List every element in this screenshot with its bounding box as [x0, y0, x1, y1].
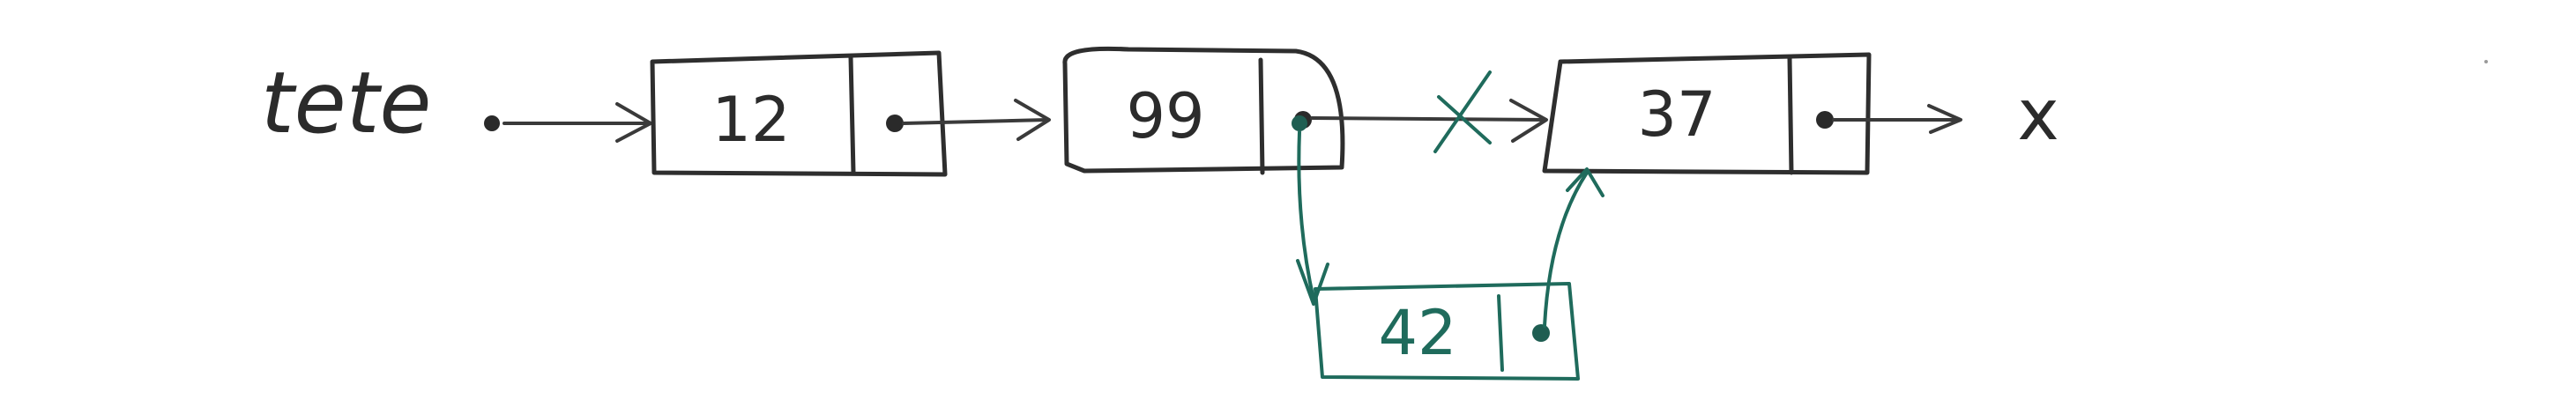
node-value: 12 [711, 84, 790, 156]
node-value: 37 [1637, 78, 1716, 151]
pointer-37-to-null [1832, 104, 1962, 134]
pointer-99-to-42 [1292, 115, 1329, 306]
list-node-99: 99 [1062, 46, 1345, 175]
list-node-42: 42 [1314, 282, 1580, 381]
list-node-12: 12 [650, 50, 948, 177]
pointer-99-to-37-old [1310, 99, 1548, 143]
paper-speck [2484, 60, 2488, 63]
pointer-42-to-37 [1543, 167, 1604, 328]
node-value: 99 [1126, 80, 1204, 152]
node-value: 42 [1378, 297, 1456, 369]
head-pointer [484, 102, 652, 143]
head-label: tete [261, 54, 431, 152]
null-marker: x [2017, 74, 2059, 156]
list-node-37: 37 [1542, 52, 1872, 175]
cross-out-mark [1433, 70, 1492, 153]
pointer-12-to-99 [902, 99, 1051, 141]
